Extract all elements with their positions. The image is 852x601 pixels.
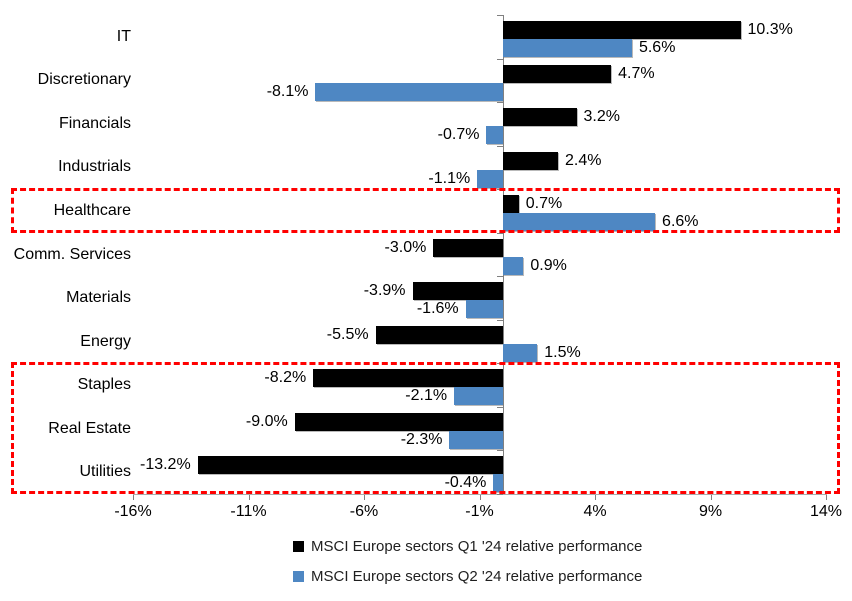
- category-axis-tick: [496, 15, 503, 16]
- value-label: -1.1%: [428, 169, 471, 187]
- data-bar: [502, 64, 612, 83]
- value-label: -5.5%: [326, 325, 369, 343]
- value-label: -3.0%: [384, 238, 427, 256]
- value-axis-tick: [364, 495, 365, 500]
- data-bar: [197, 456, 503, 475]
- x-axis-tick-label: 14%: [809, 503, 843, 520]
- highlight-box: [11, 361, 840, 494]
- value-axis-tick: [479, 495, 481, 500]
- category-axis-tick: [496, 319, 503, 321]
- data-bar: [502, 195, 519, 214]
- data-bar: [315, 82, 503, 101]
- value-label: -8.2%: [264, 369, 307, 387]
- x-axis-tick-label: 9%: [698, 503, 723, 520]
- highlight-box: [11, 187, 840, 233]
- x-axis-tick-label: 4%: [583, 503, 607, 520]
- x-axis-tick-label: -1%: [465, 503, 494, 520]
- value-label: -8.1%: [266, 82, 309, 100]
- value-label: 3.2%: [583, 108, 620, 126]
- category-label: Utilities: [79, 463, 131, 481]
- value-label: 6.6%: [662, 213, 699, 231]
- legend-item-q1: MSCI Europe sectors Q1 '24 relative perf…: [293, 535, 642, 557]
- data-bar: [502, 213, 656, 232]
- value-axis-line: [502, 15, 504, 494]
- value-label: 10.3%: [747, 21, 793, 38]
- x-axis-tick-label: -11%: [230, 503, 267, 520]
- category-axis-tick: [496, 494, 503, 495]
- value-label: -3.9%: [363, 282, 406, 300]
- data-bar: [493, 474, 503, 493]
- legend-label-q2: MSCI Europe sectors Q2 '24 relative perf…: [311, 567, 643, 585]
- legend-swatch-q1-icon: [293, 540, 304, 552]
- legend-label-q1: MSCI Europe sectors Q1 '24 relative perf…: [311, 537, 643, 555]
- legend-swatch-q2-icon: [293, 570, 304, 582]
- category-label: Real Estate: [48, 419, 131, 437]
- data-bar: [502, 21, 741, 39]
- data-bar: [433, 238, 503, 257]
- data-bar: [294, 412, 503, 431]
- data-bar: [502, 256, 524, 275]
- category-label: Industrials: [58, 158, 131, 176]
- data-bar: [477, 169, 503, 188]
- category-axis-tick: [496, 276, 503, 278]
- category-axis-tick: [496, 232, 503, 234]
- data-bar: [449, 430, 503, 449]
- legend: MSCI Europe sectors Q1 '24 relative perf…: [293, 535, 642, 587]
- data-bar: [502, 151, 559, 170]
- category-axis-tick: [496, 145, 503, 147]
- category-label: IT: [116, 27, 131, 45]
- category-label: Staples: [77, 376, 131, 394]
- value-label: -2.1%: [405, 387, 448, 405]
- value-label: -13.2%: [139, 456, 191, 474]
- value-axis-tick: [826, 495, 827, 500]
- value-label: -1.6%: [416, 300, 459, 318]
- value-label: -0.7%: [437, 126, 480, 144]
- category-label: Healthcare: [53, 201, 131, 219]
- category-label: Discretionary: [37, 71, 131, 89]
- category-label: Financials: [58, 114, 131, 132]
- category-axis-tick: [496, 102, 503, 104]
- value-axis-tick: [133, 495, 134, 500]
- data-bar: [502, 343, 538, 362]
- x-axis-tick-label: -16%: [114, 503, 152, 520]
- x-axis-tick-label: -6%: [349, 503, 379, 520]
- data-bar: [375, 325, 503, 344]
- value-label: 5.6%: [638, 39, 676, 56]
- value-label: 2.4%: [565, 151, 602, 169]
- legend-item-q2: MSCI Europe sectors Q2 '24 relative perf…: [293, 565, 642, 587]
- data-bar: [454, 387, 503, 406]
- value-label: -9.0%: [245, 412, 288, 430]
- category-axis-tick: [496, 450, 503, 452]
- category-label: Energy: [80, 332, 131, 350]
- data-bar: [465, 300, 503, 319]
- category-label: Comm. Services: [13, 245, 131, 263]
- data-bar: [313, 369, 503, 388]
- value-label: -2.3%: [400, 430, 443, 448]
- data-bar: [412, 282, 503, 301]
- data-bar: [502, 39, 632, 57]
- category-label: Materials: [66, 289, 131, 307]
- value-axis-tick: [248, 495, 250, 500]
- value-label: 4.7%: [618, 64, 655, 82]
- value-label: 0.9%: [530, 256, 567, 274]
- value-label: 1.5%: [544, 343, 581, 361]
- value-axis-tick: [595, 495, 596, 500]
- category-axis-tick: [496, 58, 503, 60]
- category-axis-line: [133, 494, 827, 495]
- value-label: 0.7%: [525, 195, 563, 213]
- value-label: -0.4%: [444, 474, 487, 492]
- data-bar: [486, 126, 503, 145]
- value-axis-tick: [710, 495, 712, 500]
- data-bar: [502, 108, 577, 127]
- category-axis-tick: [496, 406, 503, 408]
